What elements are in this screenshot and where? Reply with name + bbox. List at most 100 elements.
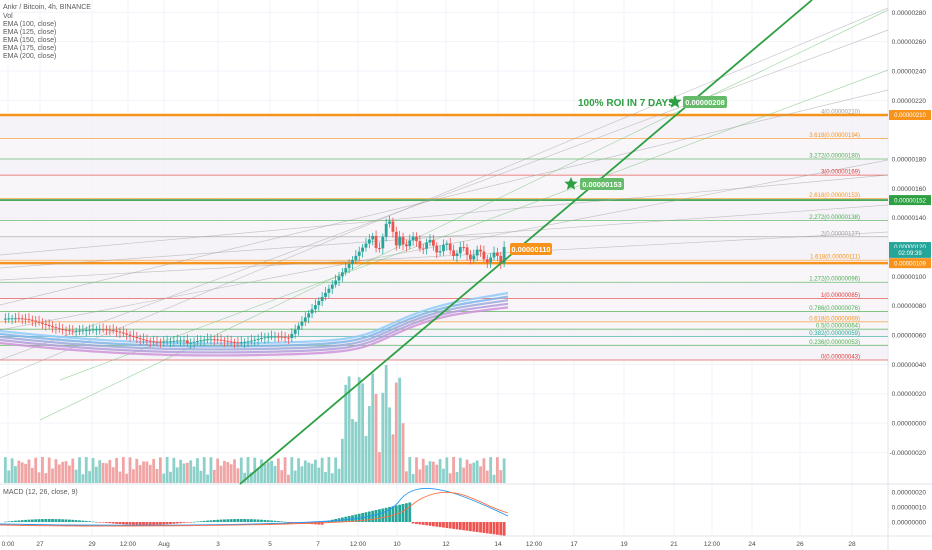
fib-label-1: 3.618(0.00000194): [809, 133, 860, 139]
macd-hist-118: [398, 504, 402, 522]
candle-body-117: [394, 231, 398, 246]
macd-hist-66: [223, 519, 226, 522]
target-2-badge-text: 0.00000153: [582, 180, 622, 189]
candle-body-13: [44, 323, 48, 325]
volume-bar-6: [20, 462, 24, 483]
candle-body-130: [438, 251, 442, 253]
volume-bar-118: [398, 377, 402, 483]
price-tick-2: 0.00000240: [892, 68, 927, 75]
volume-bar-33: [111, 467, 115, 483]
macd-hist-73: [246, 519, 250, 522]
volume-bar-50: [169, 471, 172, 483]
macd-hist-26: [88, 521, 92, 522]
candle-body-93: [314, 305, 317, 310]
price-tick-7: 0.00000100: [892, 274, 927, 281]
volume-bar-7: [24, 463, 27, 483]
fib-label-13: 0.382(0.00000059): [809, 331, 860, 337]
candle-body-23: [78, 330, 81, 332]
macd-hist-144: [485, 522, 489, 534]
macd-hist-78: [263, 519, 267, 522]
macd-hist-131: [442, 522, 445, 528]
fib-label-14: 0.236(0.00000053): [809, 340, 860, 346]
macd-hist-146: [492, 522, 496, 535]
volume-bar-148: [499, 470, 503, 483]
fan-line-4: [0, 231, 889, 281]
macd-hist-54: [182, 522, 186, 523]
macd-hist-5: [17, 520, 21, 522]
time-axis: 0:00 27 29 12:00 Aug 3 5 7 12:00 10 12 14 12:00 17 19 2…: [2, 541, 856, 548]
candle-body-101: [340, 272, 344, 277]
volume-bar-104: [351, 419, 354, 483]
volume-bar-32: [108, 459, 112, 483]
volume-bar-145: [489, 457, 493, 483]
fib-band-0: [0, 115, 888, 139]
candle-body-36: [121, 332, 125, 334]
candle-body-90: [303, 317, 307, 322]
volume-bar-114: [384, 365, 388, 483]
candle-body-109: [367, 239, 371, 244]
macd-hist-35: [118, 522, 122, 525]
macd-hist-95: [320, 522, 324, 525]
volume-bar-109: [367, 406, 371, 483]
candle-body-111: [374, 235, 378, 248]
candle-body-78: [263, 337, 267, 339]
macd-hist-136: [458, 522, 462, 530]
volume-bar-8: [27, 459, 31, 483]
candle-body-2: [7, 318, 11, 320]
fan-line-6: [0, 174, 889, 256]
volume-bar-89: [300, 466, 304, 483]
time-tick-11: 14: [494, 541, 502, 548]
volume-bar-120: [405, 471, 408, 483]
volume-bar-80: [270, 460, 273, 483]
fib-label-4: 2.618(0.00000153): [809, 193, 860, 199]
candle-body-128: [431, 239, 435, 246]
candle-body-6: [20, 318, 24, 320]
macd-hist-135: [455, 522, 459, 530]
macd-hist-17: [57, 519, 61, 522]
volume-bar-12: [41, 457, 44, 483]
candle-body-143: [482, 251, 486, 260]
candle-body-115: [388, 221, 391, 224]
volume-bar-96: [324, 472, 327, 483]
macd-hist-71: [239, 519, 243, 522]
volume-bar-144: [485, 470, 489, 483]
volume-bar-139: [469, 463, 472, 483]
volume-bar-59: [199, 470, 203, 483]
candle-body-103: [347, 264, 351, 269]
candle-body-146: [492, 252, 496, 258]
volume-bar-135: [455, 472, 459, 483]
candle-body-21: [71, 330, 75, 332]
volume-bar-72: [243, 472, 247, 483]
macd-hist-145: [489, 522, 493, 534]
volume-bar-76: [256, 468, 260, 483]
candle-body-3: [10, 318, 14, 320]
candle-body-83: [280, 336, 284, 338]
price-tick-6: 0.00000140: [892, 215, 927, 222]
volume-bar-70: [236, 468, 240, 483]
macd-hist-119: [401, 504, 405, 522]
volume-bar-13: [44, 473, 48, 483]
candle-body-24: [81, 330, 85, 332]
macd-hist-22: [74, 520, 78, 522]
volume-bar-105: [354, 421, 358, 483]
candle-body-19: [64, 329, 68, 331]
volume-bar-45: [152, 458, 156, 483]
candle-body-52: [175, 340, 179, 342]
macd-hist-110: [371, 510, 375, 522]
volume-bar-126: [425, 465, 429, 483]
macd-hist-60: [202, 520, 206, 522]
time-tick-7: 7: [316, 541, 320, 548]
macd-hist-57: [192, 521, 196, 523]
time-tick-3: 12:00: [120, 541, 137, 548]
macd-hist-31: [105, 522, 108, 523]
candle-body-29: [98, 329, 102, 331]
annotations[interactable]: 100% ROI IN 7 DAYS 0.00000208 0.00000153 0.…: [510, 95, 727, 255]
macd-hist-148: [499, 522, 503, 536]
time-tick-9: 10: [393, 541, 401, 548]
macd-hist-84: [283, 521, 287, 523]
candle-body-27: [91, 329, 95, 331]
price-badge-bg-1: [889, 195, 931, 206]
candle-body-50: [169, 341, 172, 343]
fib-fill: [0, 115, 888, 360]
